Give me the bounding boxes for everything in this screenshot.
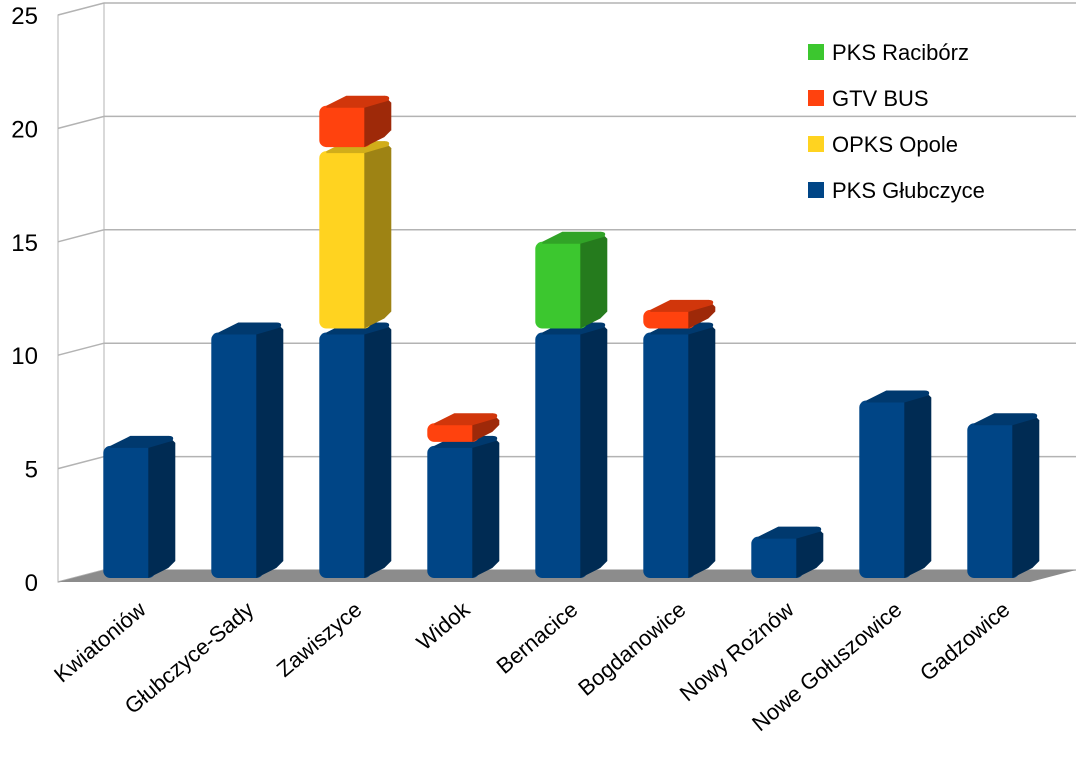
bar-segment bbox=[319, 141, 392, 329]
gridline bbox=[57, 2, 1076, 16]
x-category-label: Bogdanowice bbox=[573, 597, 690, 701]
bar-top bbox=[866, 390, 930, 403]
bar-front bbox=[103, 445, 156, 578]
legend-swatch bbox=[808, 136, 824, 152]
bar-top bbox=[434, 413, 498, 426]
bar-side bbox=[1012, 413, 1040, 578]
bar-front bbox=[535, 241, 588, 329]
x-category-label: Widok bbox=[412, 596, 476, 655]
bar-side bbox=[580, 322, 608, 578]
legend: PKS Racibórz GTV BUS OPKS Opole PKS Głubczy… bbox=[808, 40, 985, 203]
legend-label: PKS Głubczyce bbox=[832, 178, 985, 203]
bar-front bbox=[427, 423, 480, 442]
legend-swatch bbox=[808, 44, 824, 60]
bar-top bbox=[110, 435, 174, 448]
x-category-label: Gadzowice bbox=[915, 597, 1014, 686]
y-tick-label: 10 bbox=[11, 343, 38, 370]
y-axis-ticks: 0 5 10 15 20 25 bbox=[11, 3, 38, 597]
legend-label: OPKS Opole bbox=[832, 132, 958, 157]
bar-segment bbox=[211, 322, 284, 578]
bar-segment bbox=[319, 322, 392, 578]
bar-front bbox=[859, 400, 912, 578]
legend-label: GTV BUS bbox=[832, 86, 929, 111]
bar-segment bbox=[103, 435, 176, 578]
bar-front bbox=[535, 332, 588, 578]
legend-label: PKS Racibórz bbox=[832, 40, 969, 65]
bar-side bbox=[364, 141, 392, 329]
bar-front bbox=[643, 309, 696, 329]
bar-side bbox=[580, 231, 608, 329]
gridline bbox=[57, 229, 1076, 243]
bar-side bbox=[364, 322, 392, 578]
bar-segment bbox=[643, 299, 716, 329]
bar-segment bbox=[319, 95, 392, 148]
bar-top bbox=[542, 231, 606, 244]
bar-side bbox=[256, 322, 284, 578]
bar-front bbox=[319, 332, 372, 578]
bar-top bbox=[974, 413, 1038, 426]
bars bbox=[103, 95, 1040, 578]
bar-segment bbox=[535, 231, 608, 329]
bar-front bbox=[751, 536, 804, 578]
bar-side bbox=[148, 435, 176, 578]
bar-segment bbox=[643, 322, 716, 578]
chart-walls bbox=[57, 2, 105, 583]
bar-side bbox=[796, 526, 824, 578]
side-wall bbox=[57, 2, 105, 583]
y-tick-label: 5 bbox=[25, 457, 38, 484]
bar-front bbox=[427, 445, 480, 578]
bar-segment bbox=[427, 435, 500, 578]
bar-segment bbox=[967, 413, 1040, 578]
bar-side bbox=[472, 435, 500, 578]
bar-segment bbox=[751, 526, 824, 578]
legend-swatch bbox=[808, 182, 824, 198]
bar-side bbox=[688, 322, 716, 578]
bar-segment bbox=[859, 390, 932, 578]
bar-side bbox=[904, 390, 932, 578]
x-category-label: Zawiszyce bbox=[272, 597, 367, 682]
bar-front bbox=[643, 332, 696, 578]
x-category-label: Kwiatoniów bbox=[49, 597, 150, 688]
y-tick-label: 15 bbox=[11, 230, 38, 257]
x-category-label: Bernacice bbox=[491, 597, 582, 679]
bar-side bbox=[364, 95, 392, 148]
bar-segment bbox=[427, 413, 500, 442]
gridline bbox=[57, 115, 1076, 130]
y-tick-label: 0 bbox=[25, 570, 38, 597]
bar-front bbox=[211, 332, 264, 578]
bar-front bbox=[967, 423, 1020, 578]
bar-segment bbox=[535, 322, 608, 578]
bar-front bbox=[319, 105, 372, 148]
y-tick-label: 25 bbox=[11, 3, 38, 30]
y-tick-label: 20 bbox=[11, 116, 38, 143]
bar-top bbox=[650, 299, 714, 312]
bar-top bbox=[218, 322, 282, 335]
bar-top bbox=[326, 95, 390, 108]
bar-front bbox=[319, 151, 372, 329]
gridline bbox=[57, 342, 1076, 356]
bar-top bbox=[758, 526, 822, 539]
legend-swatch bbox=[808, 90, 824, 106]
